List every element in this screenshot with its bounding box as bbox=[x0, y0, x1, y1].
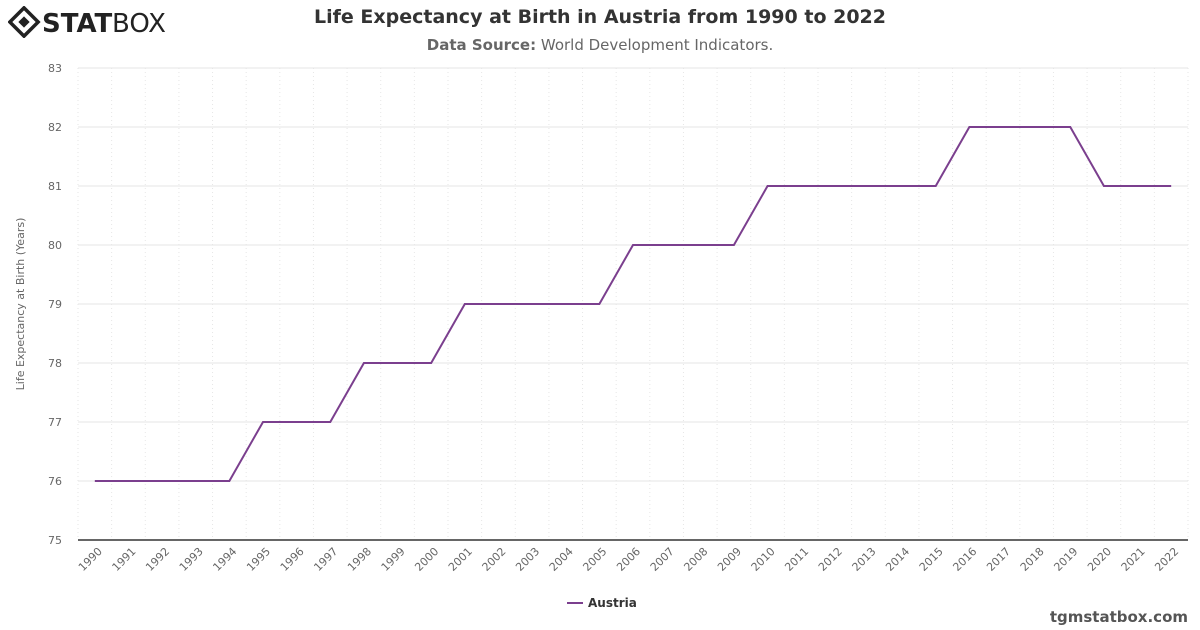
legend-item: Austria bbox=[588, 596, 637, 610]
x-tick-label: 2015 bbox=[917, 545, 946, 574]
y-tick-label: 81 bbox=[48, 180, 62, 193]
x-tick-label: 1993 bbox=[177, 545, 206, 574]
x-tick-label: 2018 bbox=[1018, 545, 1047, 574]
x-tick-label: 2020 bbox=[1085, 545, 1114, 574]
x-tick-label: 2022 bbox=[1152, 545, 1181, 574]
x-tick-label: 1992 bbox=[143, 545, 172, 574]
x-tick-label: 2016 bbox=[950, 545, 979, 574]
x-tick-label: 1997 bbox=[311, 545, 340, 574]
y-tick-label: 75 bbox=[48, 534, 62, 547]
x-tick-label: 2012 bbox=[816, 545, 845, 574]
y-tick-label: 77 bbox=[48, 416, 62, 429]
x-tick-label: 1994 bbox=[210, 545, 239, 574]
x-tick-label: 2002 bbox=[480, 545, 509, 574]
x-tick-label: 1991 bbox=[110, 545, 139, 574]
y-tick-label: 76 bbox=[48, 475, 62, 488]
y-tick-label: 80 bbox=[48, 239, 62, 252]
y-tick-label: 82 bbox=[48, 121, 62, 134]
x-tick-label: 2006 bbox=[614, 545, 643, 574]
y-axis-label: Life Expectancy at Birth (Years) bbox=[14, 218, 27, 391]
svg-text:STAT: STAT bbox=[42, 9, 113, 38]
x-tick-label: 2005 bbox=[580, 545, 609, 574]
x-tick-label: 2011 bbox=[782, 545, 811, 574]
x-tick-label: 2000 bbox=[412, 545, 441, 574]
x-tick-label: 2003 bbox=[513, 545, 542, 574]
chart-title: Life Expectancy at Birth in Austria from… bbox=[314, 6, 886, 28]
x-tick-label: 1999 bbox=[379, 545, 408, 574]
x-tick-label: 2021 bbox=[1119, 545, 1148, 574]
x-tick-label: 2019 bbox=[1051, 545, 1080, 574]
x-tick-label: 2014 bbox=[883, 545, 912, 574]
statbox-logo: STAT BOX bbox=[8, 6, 166, 38]
x-tick-label: 2008 bbox=[681, 545, 710, 574]
x-tick-label: 2010 bbox=[749, 545, 778, 574]
x-tick-label: 2001 bbox=[446, 545, 475, 574]
y-tick-label: 78 bbox=[48, 357, 62, 370]
x-tick-label: 1995 bbox=[244, 545, 273, 574]
x-tick-label: 2017 bbox=[984, 545, 1013, 574]
y-tick-label: 79 bbox=[48, 298, 62, 311]
svg-text:BOX: BOX bbox=[112, 9, 166, 38]
footer-site: tgmstatbox.com bbox=[1049, 608, 1188, 626]
x-tick-label: 2009 bbox=[715, 545, 744, 574]
x-tick-label: 1996 bbox=[278, 545, 307, 574]
x-tick-label: 2013 bbox=[850, 545, 879, 574]
y-tick-label: 83 bbox=[48, 62, 62, 75]
x-tick-label: 2007 bbox=[648, 545, 677, 574]
x-tick-label: 1990 bbox=[76, 545, 105, 574]
x-tick-label: 1998 bbox=[345, 545, 374, 574]
chart-subtitle: Data Source: World Development Indicator… bbox=[426, 36, 774, 54]
x-tick-label: 2004 bbox=[547, 545, 576, 574]
